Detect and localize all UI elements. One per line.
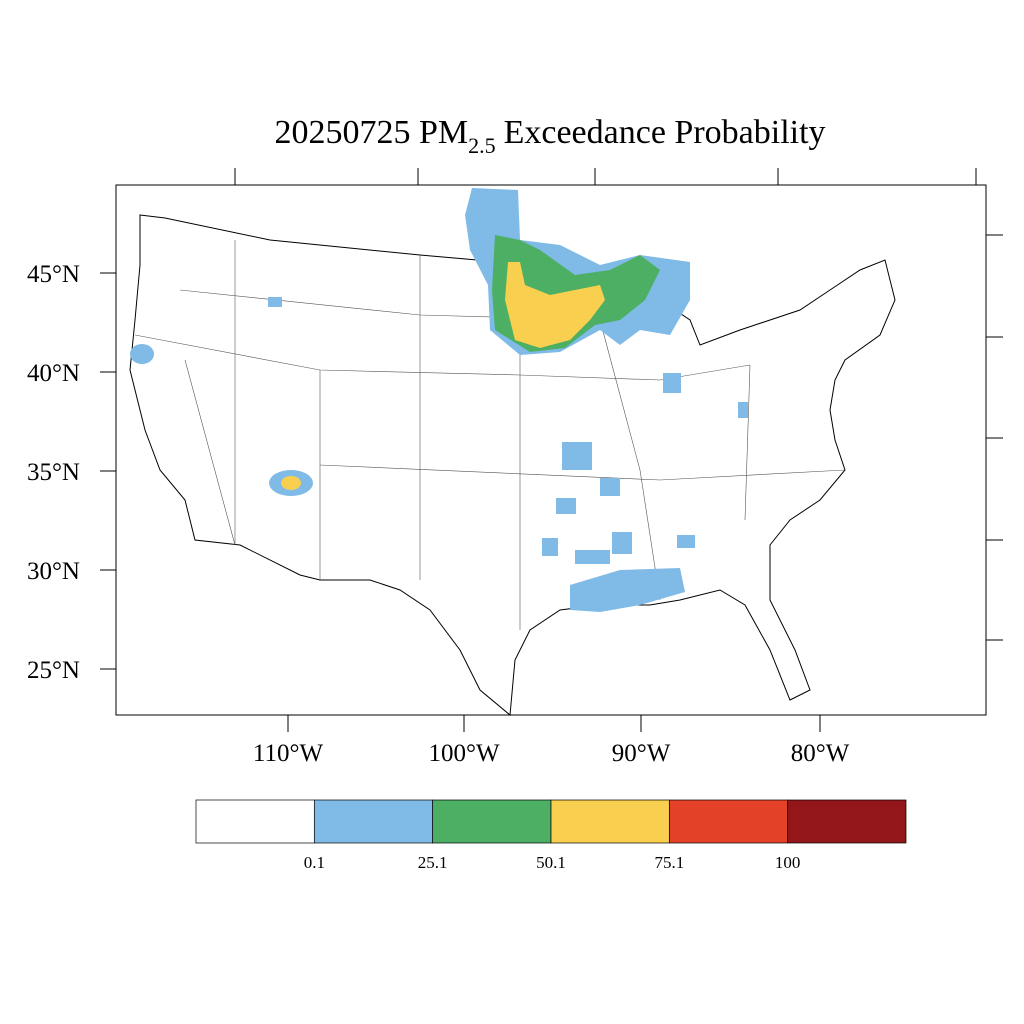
- longitude-label: 100°W: [428, 740, 499, 767]
- colorbar-label: 25.1: [418, 853, 448, 872]
- latitude-label: 35°N: [27, 459, 80, 486]
- area-blue: [600, 478, 620, 496]
- area-blue: [542, 538, 558, 556]
- title-main: 20250725 PM: [274, 114, 468, 151]
- map: [100, 168, 1003, 732]
- colorbar: 0.1 25.1 50.1 75.1 100: [195, 799, 907, 872]
- area-blue: [570, 568, 685, 612]
- latitude-label: 25°N: [27, 657, 80, 684]
- longitude-label: 80°W: [791, 740, 850, 767]
- latitude-label: 30°N: [27, 558, 80, 585]
- colorbar-label: 75.1: [654, 853, 684, 872]
- state-lines: [134, 240, 846, 630]
- colorbar-label: 100: [775, 853, 801, 872]
- area-blue: [663, 373, 681, 393]
- colorbar-box: [195, 799, 315, 844]
- latitude-label: 45°N: [27, 261, 80, 288]
- area-blue: [268, 297, 282, 307]
- area-yellow: [505, 262, 605, 348]
- axis-labels: 45°N 40°N 35°N 30°N 25°N 110°W 100°W 90°W 80°W: [27, 261, 850, 767]
- colorbar-box: [313, 799, 434, 844]
- area-blue: [612, 532, 632, 554]
- colorbar-label: 0.1: [304, 853, 325, 872]
- area-blue: [130, 344, 154, 364]
- area-blue: [677, 535, 695, 548]
- colorbar-box: [668, 799, 789, 844]
- area-yellow: [281, 476, 301, 490]
- longitude-label: 90°W: [612, 740, 671, 767]
- colorbar-label: 50.1: [536, 853, 566, 872]
- title: 20250725 PM2.5 Exceedance Probability: [274, 114, 825, 158]
- frame-ticks: [100, 168, 1003, 732]
- title-subscript: 2.5: [468, 133, 496, 158]
- colorbar-box: [787, 799, 907, 844]
- probability-areas: [130, 188, 748, 612]
- latitude-label: 40°N: [27, 360, 80, 387]
- area-blue: [562, 442, 592, 470]
- map-frame: [115, 184, 987, 716]
- area-blue: [738, 402, 748, 418]
- area-blue: [575, 550, 610, 564]
- colorbar-box: [550, 799, 670, 844]
- longitude-label: 110°W: [253, 740, 324, 767]
- colorbar-box: [432, 799, 552, 844]
- area-blue: [556, 498, 576, 514]
- title-rest: Exceedance Probability: [504, 114, 826, 151]
